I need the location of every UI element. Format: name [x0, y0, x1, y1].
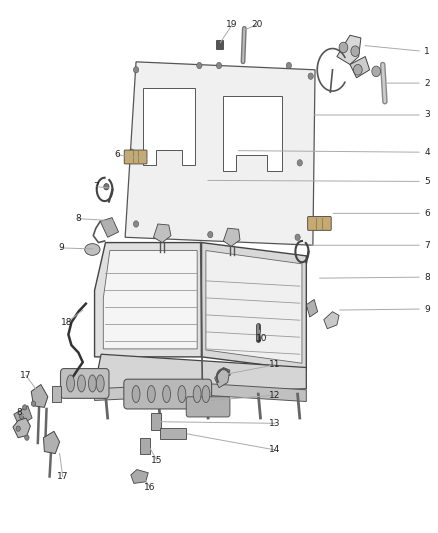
Text: 17: 17: [57, 472, 68, 481]
Polygon shape: [350, 56, 370, 78]
Bar: [215, 40, 223, 49]
Polygon shape: [324, 312, 339, 329]
Text: 16: 16: [144, 482, 156, 491]
Polygon shape: [143, 88, 195, 165]
Text: 17: 17: [20, 371, 32, 380]
Circle shape: [19, 414, 24, 419]
Circle shape: [351, 46, 360, 56]
Text: 2: 2: [424, 78, 430, 87]
Text: 3: 3: [424, 110, 430, 119]
Polygon shape: [131, 470, 148, 483]
Text: 9: 9: [424, 304, 430, 313]
Polygon shape: [97, 354, 306, 395]
Text: 7: 7: [424, 241, 430, 250]
Polygon shape: [14, 406, 32, 426]
Bar: [160, 427, 186, 439]
Text: 4: 4: [424, 148, 430, 157]
Polygon shape: [223, 228, 240, 246]
Text: 8: 8: [424, 273, 430, 281]
Ellipse shape: [193, 385, 201, 402]
Text: 14: 14: [269, 446, 281, 455]
Circle shape: [353, 64, 362, 75]
Polygon shape: [95, 243, 201, 357]
Polygon shape: [31, 384, 48, 407]
Circle shape: [197, 62, 202, 69]
FancyBboxPatch shape: [307, 216, 331, 230]
Text: 6: 6: [424, 209, 430, 218]
Circle shape: [308, 73, 313, 79]
Polygon shape: [100, 217, 119, 237]
Circle shape: [208, 231, 213, 238]
Circle shape: [104, 183, 109, 190]
Text: 8: 8: [75, 214, 81, 223]
Circle shape: [22, 405, 27, 410]
Polygon shape: [125, 62, 315, 245]
Bar: [52, 386, 61, 402]
Polygon shape: [13, 418, 30, 438]
Text: 1: 1: [424, 47, 430, 55]
Text: 11: 11: [269, 360, 281, 369]
Text: 20: 20: [252, 20, 263, 29]
Text: 9: 9: [58, 244, 64, 253]
Circle shape: [25, 435, 29, 440]
Ellipse shape: [162, 385, 170, 402]
Text: 8: 8: [16, 408, 22, 417]
Text: 5: 5: [424, 177, 430, 186]
Ellipse shape: [78, 375, 85, 392]
Polygon shape: [223, 96, 283, 171]
Circle shape: [216, 62, 222, 69]
Circle shape: [31, 401, 35, 406]
Ellipse shape: [67, 375, 74, 392]
FancyBboxPatch shape: [186, 397, 230, 417]
FancyBboxPatch shape: [124, 379, 212, 409]
Polygon shape: [215, 368, 230, 387]
Circle shape: [134, 221, 139, 227]
Circle shape: [129, 149, 134, 156]
Text: 19: 19: [226, 20, 238, 29]
Text: 18: 18: [61, 318, 73, 327]
Polygon shape: [306, 300, 318, 317]
Ellipse shape: [96, 375, 104, 392]
Ellipse shape: [132, 385, 140, 402]
Text: 10: 10: [256, 334, 268, 343]
Polygon shape: [103, 251, 197, 349]
Text: 13: 13: [269, 419, 281, 428]
Bar: [151, 413, 161, 430]
Ellipse shape: [178, 385, 186, 402]
Polygon shape: [337, 35, 361, 64]
Circle shape: [295, 234, 300, 240]
Circle shape: [286, 62, 291, 69]
FancyBboxPatch shape: [124, 150, 147, 164]
Polygon shape: [153, 224, 171, 243]
Polygon shape: [204, 383, 306, 401]
Bar: [141, 438, 150, 454]
Circle shape: [372, 66, 381, 77]
FancyBboxPatch shape: [60, 368, 109, 398]
Circle shape: [297, 160, 302, 166]
Polygon shape: [201, 243, 306, 370]
Text: 12: 12: [269, 391, 281, 400]
Circle shape: [16, 426, 20, 431]
Ellipse shape: [88, 375, 96, 392]
Circle shape: [339, 42, 348, 53]
Ellipse shape: [202, 385, 210, 402]
Ellipse shape: [85, 244, 100, 255]
Polygon shape: [95, 383, 204, 400]
Text: 15: 15: [151, 456, 163, 465]
Polygon shape: [43, 431, 60, 454]
Text: 7: 7: [93, 182, 99, 191]
Text: 6: 6: [115, 150, 120, 159]
Ellipse shape: [148, 385, 155, 402]
Polygon shape: [206, 251, 302, 364]
Circle shape: [134, 67, 139, 73]
